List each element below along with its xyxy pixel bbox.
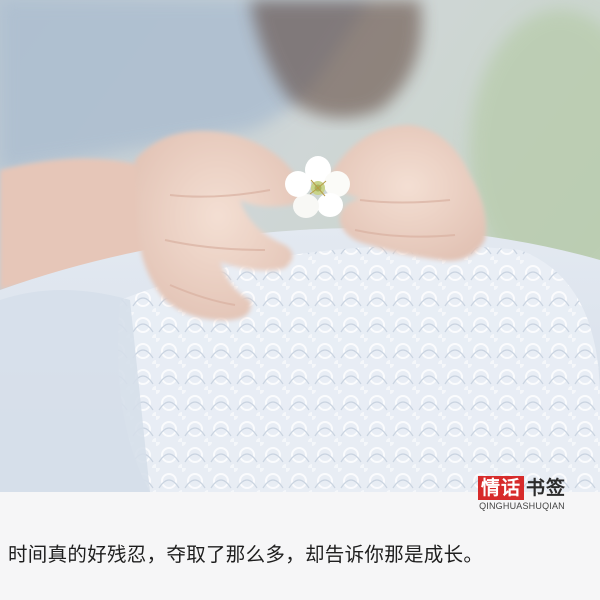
caption-text: 时间真的好残忍，夺取了那么多，却告诉你那是成长。 bbox=[8, 543, 484, 566]
watermark-brand-dark: 书签 bbox=[525, 477, 566, 499]
watermark-title: 情话 书签 bbox=[477, 476, 566, 500]
photo bbox=[0, 0, 600, 492]
watermark-pinyin: QINGHUASHUQIAN bbox=[479, 501, 565, 511]
watermark-logo: 情话 书签 QINGHUASHUQIAN bbox=[477, 476, 566, 511]
caption-band bbox=[0, 510, 600, 600]
watermark-brand-red: 情话 bbox=[477, 476, 524, 500]
